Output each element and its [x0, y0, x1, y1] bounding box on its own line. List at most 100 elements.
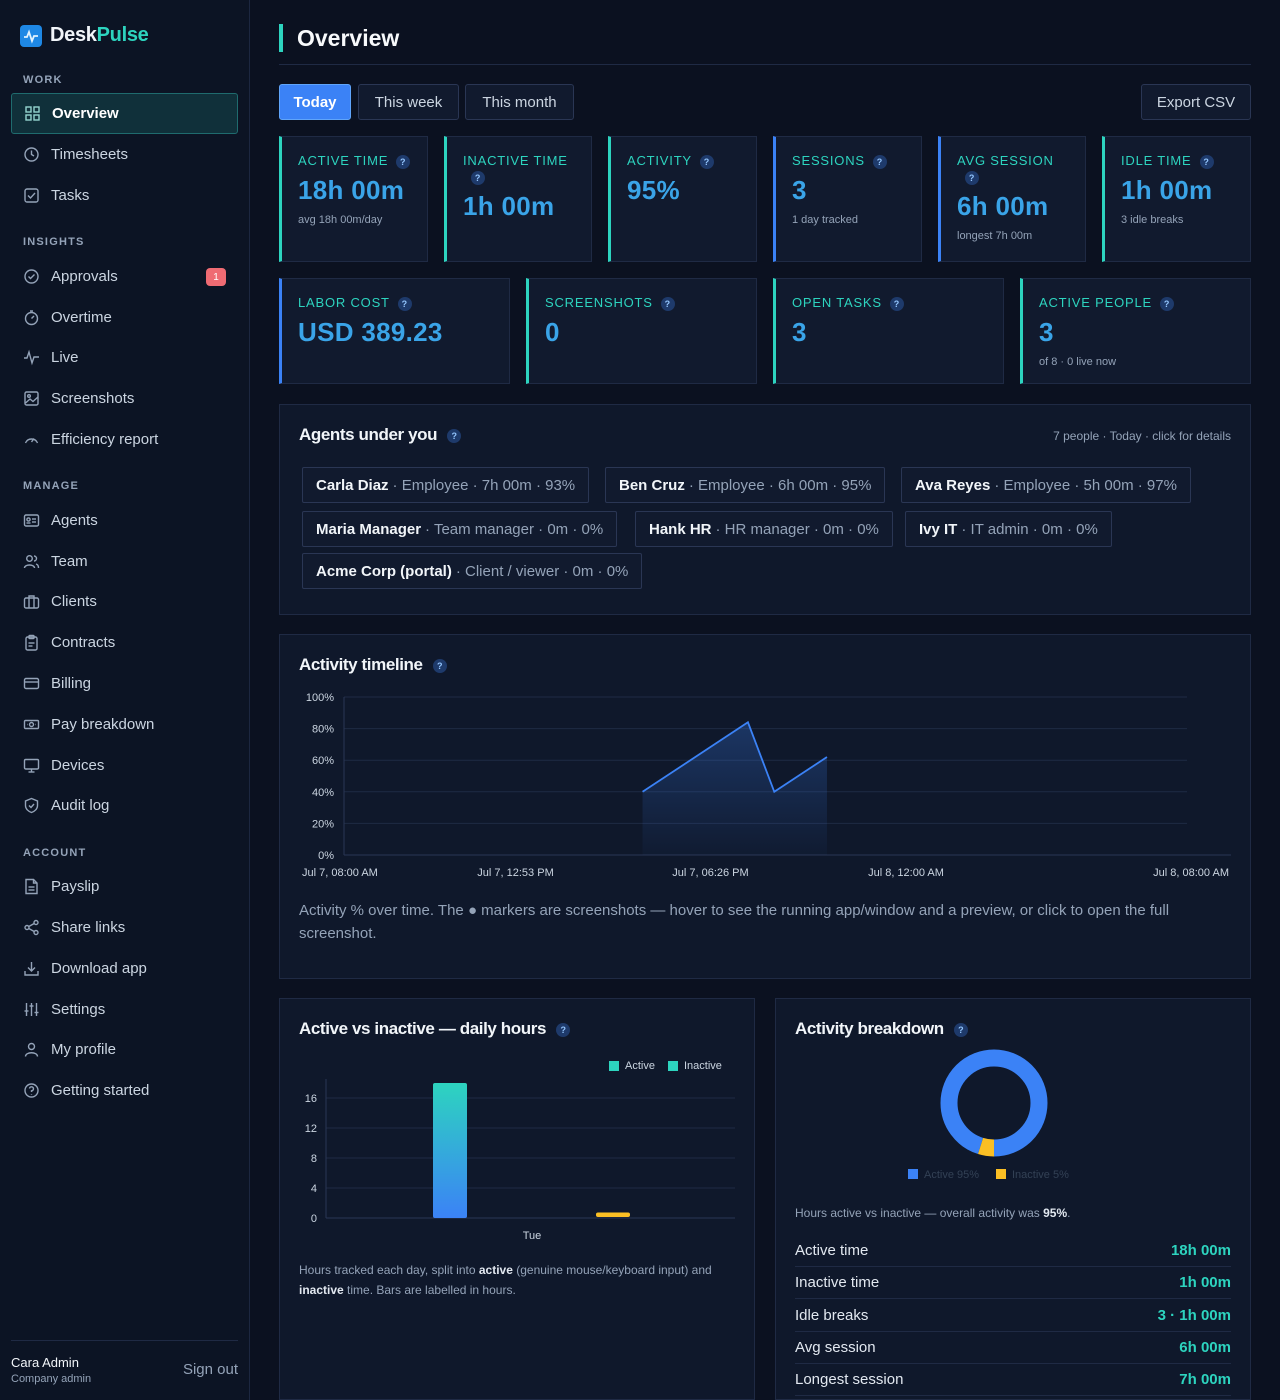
sidebar-item-screenshots[interactable]: Screenshots — [11, 378, 238, 419]
sidebar-item-overview[interactable]: Overview — [11, 93, 238, 134]
sidebar-item-timesheets[interactable]: Timesheets — [11, 134, 238, 175]
help-icon[interactable]: ? — [965, 170, 979, 185]
help-icon[interactable]: ? — [872, 154, 887, 169]
sidebar-item-agents[interactable]: Agents — [11, 500, 238, 541]
page-title: Overview — [279, 24, 399, 52]
stat-value: 1h 00m — [463, 191, 555, 221]
y-tick-label: 0% — [318, 850, 334, 862]
sidebar-item-share-links[interactable]: Share links — [11, 907, 238, 948]
stat-value: 18h 00m — [298, 175, 405, 205]
y-tick-label: 60% — [312, 755, 334, 767]
sidebar-item-live[interactable]: Live — [11, 337, 238, 378]
help-icon[interactable]: ? — [953, 1022, 968, 1037]
stat-label: SESSIONS? — [792, 153, 905, 169]
sidebar-item-download-app[interactable]: Download app — [11, 948, 238, 989]
export-csv-button[interactable]: Export CSV — [1141, 84, 1251, 120]
agent-chip[interactable]: Ivy IT · IT admin · 0m · 0% — [905, 511, 1112, 547]
today-button[interactable]: Today — [279, 84, 351, 120]
this-week-button[interactable]: This week — [358, 84, 459, 120]
sidebar-item-audit-log[interactable]: Audit log — [11, 785, 238, 826]
sidebar-item-label: Timesheets — [51, 146, 128, 163]
sidebar-item-clients[interactable]: Clients — [11, 581, 238, 622]
activity-timeline-chart[interactable]: 0% 20% 40% 60% 80% 100% Jul 7, 08:00 AM Jul 7, … — [280, 679, 1250, 889]
sidebar-item-approvals[interactable]: Approvals 1 — [11, 256, 238, 297]
grid-icon — [25, 106, 40, 121]
share-icon — [24, 919, 39, 936]
help-icon[interactable]: ? — [396, 154, 411, 169]
sidebar-item-label: Payslip — [51, 878, 100, 895]
help-icon[interactable]: ? — [699, 154, 714, 169]
agent-chip[interactable]: Ava Reyes · Employee · 5h 00m · 97% — [901, 467, 1191, 503]
activity-donut-chart[interactable]: Active 95% Inactive 5% — [776, 1043, 1250, 1193]
y-tick-label: 12 — [305, 1123, 317, 1135]
brand-name: DeskPulse — [50, 24, 149, 46]
agent-chip[interactable]: Maria Manager · Team manager · 0m · 0% — [302, 511, 618, 547]
agent-chip[interactable]: Carla Diaz · Employee · 7h 00m · 93% — [302, 467, 590, 503]
sidebar-item-label: Overview — [52, 105, 119, 122]
sidebar-item-label: Screenshots — [51, 390, 135, 407]
help-icon[interactable]: ? — [660, 296, 675, 311]
sidebar-item-my-profile[interactable]: My profile — [11, 1029, 238, 1070]
sidebar-item-billing[interactable]: Billing — [11, 663, 238, 704]
help-icon[interactable]: ? — [1199, 154, 1214, 169]
sidebar-item-label: Getting started — [51, 1082, 150, 1099]
sidebar: DeskPulse WORK INSIGHTS MANAGE ACCOUNT O… — [0, 0, 250, 1400]
stat-sub: 3 idle breaks — [1121, 214, 1184, 226]
help-icon[interactable]: ? — [1160, 296, 1174, 311]
daily-hours-chart[interactable]: 0 4 8 12 16 Active Inactive Tue — [280, 1047, 754, 1252]
sign-out-button[interactable]: Sign out — [182, 1361, 238, 1378]
y-tick-label: 16 — [305, 1093, 317, 1105]
sidebar-item-getting-started[interactable]: Getting started — [11, 1070, 238, 1111]
y-tick-label: 0 — [311, 1213, 317, 1225]
sidebar-item-label: Download app — [51, 960, 147, 977]
pulse-logo-icon — [20, 24, 42, 47]
agent-chip[interactable]: Ben Cruz · Employee · 6h 00m · 95% — [605, 467, 886, 503]
this-month-button[interactable]: This month — [465, 84, 574, 120]
users-icon — [23, 555, 40, 569]
stat-avg-session: AVG SESSION? 6h 00m longest 7h 00m — [938, 136, 1086, 262]
file-icon — [25, 878, 38, 895]
clock-icon — [24, 147, 39, 162]
help-icon[interactable]: ? — [556, 1022, 571, 1037]
agent-chip[interactable]: Hank HR · HR manager · 0m · 0% — [635, 511, 893, 547]
sidebar-item-devices[interactable]: Devices — [11, 745, 238, 786]
sidebar-item-team[interactable]: Team — [11, 541, 238, 582]
help-icon[interactable]: ? — [397, 296, 412, 311]
stat-labor-cost: LABOR COST? USD 389.23 — [279, 278, 510, 384]
agent-chip[interactable]: Acme Corp (portal) · Client / viewer · 0m… — [302, 553, 643, 589]
donut-slice-active — [940, 1049, 1048, 1157]
help-icon[interactable]: ? — [471, 170, 485, 185]
user-role: Company admin — [11, 1373, 92, 1385]
legend-label: Inactive — [684, 1060, 722, 1072]
legend-label: Active 95% — [924, 1169, 979, 1181]
daily-hours-card: Active vs inactive — daily hours? 0 4 8 12 1… — [279, 998, 755, 1400]
user-icon — [24, 1042, 39, 1057]
bar-active — [433, 1083, 467, 1218]
sidebar-item-label: Share links — [51, 919, 126, 936]
help-icon[interactable]: ? — [889, 296, 904, 311]
brand[interactable]: DeskPulse — [20, 24, 149, 47]
sidebar-item-pay-breakdown[interactable]: Pay breakdown — [11, 704, 238, 745]
help-icon[interactable]: ? — [447, 428, 462, 443]
stat-sub: longest 7h 00m — [957, 230, 1033, 242]
help-icon[interactable]: ? — [432, 658, 447, 673]
y-tick-label: 20% — [312, 818, 334, 830]
stat-sub: avg 18h 00m/day — [298, 214, 383, 226]
stat-idle-time: IDLE TIME? 1h 00m 3 idle breaks — [1102, 136, 1251, 262]
agents-card: Agents under you? 7 people · Today · cli… — [279, 404, 1251, 615]
stat-value: 3 — [1039, 317, 1054, 347]
sidebar-item-contracts[interactable]: Contracts — [11, 622, 238, 663]
stat-sub: 1 day tracked — [792, 214, 859, 226]
stat-label: ACTIVE PEOPLE? — [1039, 295, 1234, 311]
sidebar-item-efficiency-report[interactable]: Efficiency report — [11, 419, 238, 460]
divider — [279, 64, 1251, 65]
activity-breakdown-card: Activity breakdown? Active 95% Inactive 5… — [775, 998, 1251, 1400]
sidebar-item-tasks[interactable]: Tasks — [11, 175, 238, 216]
activity-line — [642, 720, 828, 794]
sidebar-item-settings[interactable]: Settings — [11, 989, 238, 1030]
stat-activity: ACTIVITY? 95% — [608, 136, 757, 262]
sidebar-item-overtime[interactable]: Overtime — [11, 297, 238, 338]
y-tick-label: 8 — [311, 1153, 317, 1165]
x-tick-label: Jul 7, 06:26 PM — [672, 867, 748, 879]
sidebar-item-payslip[interactable]: Payslip — [11, 866, 238, 907]
